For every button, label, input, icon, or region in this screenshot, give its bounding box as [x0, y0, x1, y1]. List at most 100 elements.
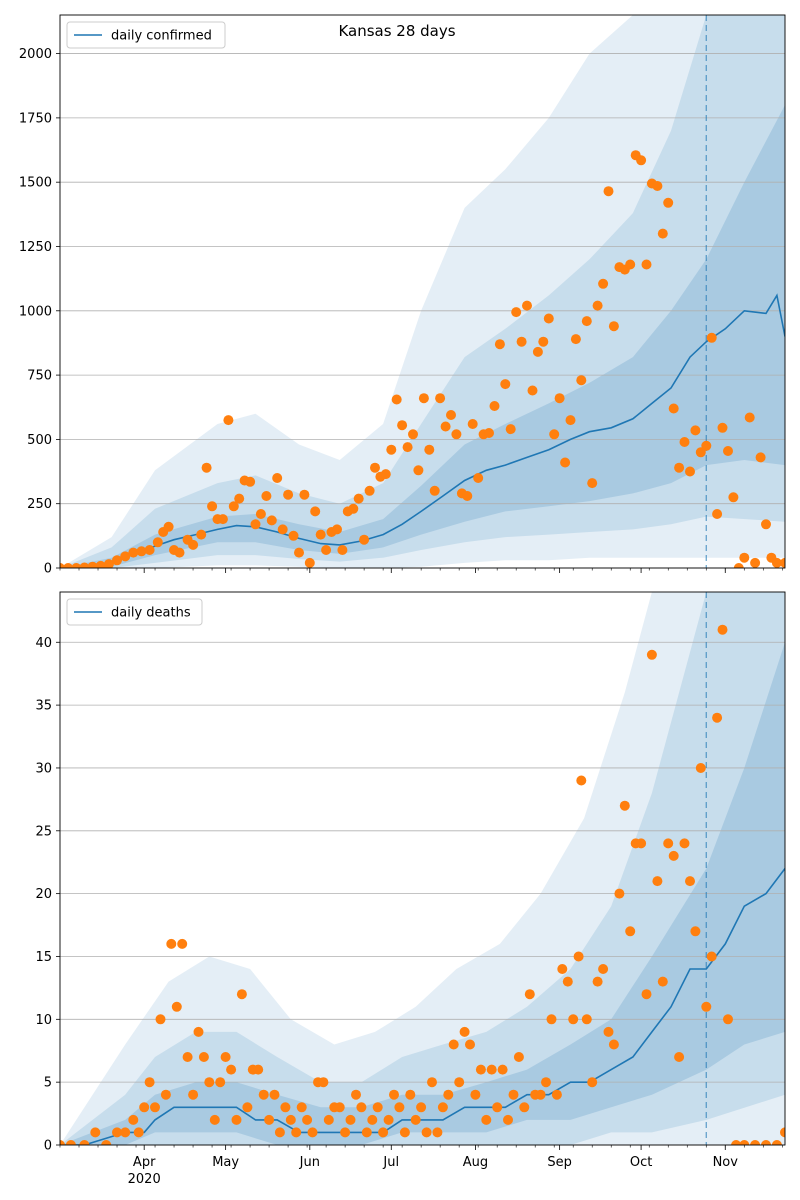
data-point [489, 401, 500, 411]
data-point [560, 457, 571, 468]
data-point [761, 1140, 771, 1145]
data-point [209, 1114, 220, 1125]
data-point [359, 534, 370, 545]
data-point [160, 1089, 171, 1100]
data-point [196, 529, 207, 540]
data-point [674, 462, 685, 473]
data-point [370, 462, 380, 473]
data-point [780, 557, 785, 568]
data-point [321, 545, 332, 555]
data-point [394, 1102, 405, 1113]
data-point [492, 1102, 503, 1113]
data-point [258, 1089, 269, 1100]
data-point [657, 228, 668, 239]
data-point [592, 976, 603, 987]
data-point [619, 800, 630, 811]
data-point [95, 560, 106, 568]
data-point [437, 1102, 448, 1113]
data-point [63, 563, 74, 568]
data-point [685, 876, 695, 887]
data-point [513, 1052, 524, 1062]
data-point [71, 563, 82, 568]
data-point [750, 1140, 761, 1145]
data-point [223, 415, 234, 426]
data-point [723, 1014, 733, 1025]
data-point [65, 1140, 76, 1145]
data-point [467, 419, 478, 429]
data-point [685, 466, 695, 477]
data-point [690, 926, 701, 937]
data-point [345, 1114, 356, 1125]
data-point [706, 332, 717, 343]
data-point [408, 429, 418, 440]
data-point [462, 491, 473, 501]
uncertainty-band-outer [60, 592, 785, 1145]
uncertainty-band-mid [60, 592, 785, 1145]
y-tick-label: 1500 [19, 176, 52, 191]
data-point [351, 1089, 361, 1100]
data-point [220, 1052, 231, 1062]
data-point [668, 850, 679, 861]
x-tick-label: Oct [630, 1155, 652, 1170]
data-point [581, 1014, 592, 1025]
data-point [587, 1077, 598, 1088]
data-point [731, 1140, 742, 1145]
data-point [565, 415, 576, 426]
x-tick-label: Nov [713, 1155, 739, 1170]
data-point [690, 425, 701, 436]
legend-box [66, 598, 203, 626]
data-point [367, 1114, 378, 1125]
data-point [451, 429, 462, 440]
data-point [155, 1014, 166, 1025]
data-point [234, 493, 245, 504]
data-point [592, 300, 603, 311]
data-point [587, 478, 598, 489]
data-point [641, 989, 652, 1000]
data-point [427, 1077, 437, 1088]
data-point [429, 485, 440, 496]
figure-title: Kansas 28 days [338, 22, 455, 40]
y-tick-label: 1000 [19, 304, 52, 319]
data-point [701, 1001, 712, 1012]
data-point [494, 339, 505, 350]
panel-1: 0 250 500 750 1000 1250 1500 1750 2000 daily conf… [19, 14, 786, 577]
data-point [557, 964, 568, 974]
axes-frame [59, 591, 786, 1146]
data-point [712, 509, 723, 519]
y-tick-label: 250 [27, 497, 52, 512]
data-point [101, 1140, 112, 1145]
data-point [723, 446, 733, 456]
data-point [296, 1102, 307, 1113]
data-point [470, 1089, 481, 1100]
data-point [391, 394, 402, 405]
data-point [120, 551, 131, 562]
data-point [527, 385, 538, 396]
y-tick-label: 15 [35, 950, 52, 965]
data-point [307, 1127, 318, 1138]
data-point [144, 545, 155, 555]
data-point [522, 300, 532, 311]
data-point [372, 1102, 383, 1113]
y-tick-label: 0 [44, 562, 52, 577]
data-point [139, 1102, 150, 1113]
data-point [182, 1052, 193, 1062]
data-point [315, 529, 326, 540]
data-point [576, 375, 587, 386]
data-point [573, 951, 584, 962]
data-point [133, 1127, 144, 1138]
observed-points [60, 624, 785, 1145]
y-tick-label: 500 [27, 433, 52, 448]
data-point [266, 515, 277, 526]
data-point [674, 1052, 685, 1062]
data-point [353, 493, 364, 504]
data-point [399, 1127, 410, 1138]
data-point [497, 1064, 508, 1075]
data-point [424, 444, 435, 455]
data-point [541, 1077, 551, 1088]
data-point [332, 524, 342, 535]
data-point [739, 552, 750, 563]
data-point [177, 938, 188, 949]
data-point [508, 1089, 519, 1100]
data-point [337, 545, 348, 555]
data-point [505, 424, 516, 435]
